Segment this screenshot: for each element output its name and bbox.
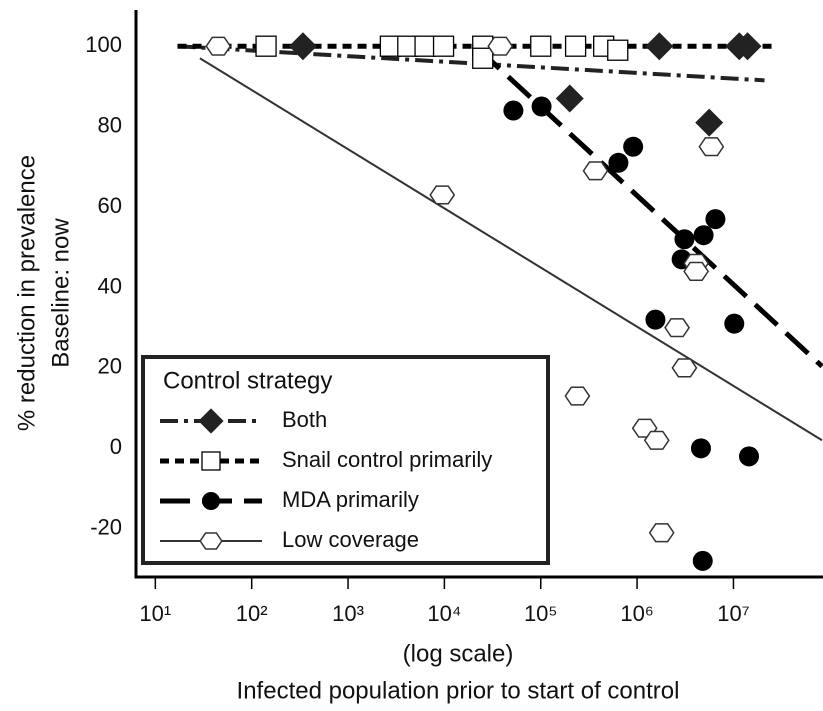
hexagon-marker xyxy=(199,532,223,550)
circle-marker xyxy=(608,152,629,173)
hexagon-marker xyxy=(671,358,698,378)
diamond-marker xyxy=(645,32,674,61)
diamond-marker xyxy=(695,108,724,137)
y-tick-label: 100 xyxy=(85,32,122,57)
legend-title: Control strategy xyxy=(163,367,332,394)
x-tick-label: 10³ xyxy=(332,601,364,626)
diamond-marker xyxy=(733,32,762,61)
y-tick-label: 0 xyxy=(110,434,122,459)
circle-marker xyxy=(531,96,552,117)
trend-line xyxy=(199,57,823,442)
y-axis-label: Baseline: now xyxy=(47,218,74,368)
circle-marker xyxy=(645,309,666,330)
hexagon-marker xyxy=(582,161,609,181)
y-tick-label: 60 xyxy=(98,193,122,218)
square-marker xyxy=(530,35,552,57)
circle-marker xyxy=(623,136,644,157)
x-tick-label: 10⁵ xyxy=(524,601,558,626)
legend-box xyxy=(141,355,550,565)
square-marker xyxy=(414,35,436,57)
diamond-marker xyxy=(288,32,317,61)
hexagon-marker xyxy=(643,430,670,450)
diamond-marker xyxy=(198,408,224,434)
diamond-marker xyxy=(555,84,584,113)
circle-marker xyxy=(693,225,714,246)
x-tick-label: 10⁴ xyxy=(427,601,461,626)
circle-marker xyxy=(705,209,726,230)
y-tick-label: 20 xyxy=(98,354,122,379)
square-marker xyxy=(564,35,587,57)
square-marker xyxy=(607,39,629,61)
x-axis-label: (log scale) xyxy=(403,640,514,667)
hexagon-marker xyxy=(648,523,675,543)
x-tick-label: 10² xyxy=(236,601,268,626)
trend-line xyxy=(475,46,823,369)
hexagon-marker xyxy=(683,261,710,281)
x-tick-label: 10¹ xyxy=(139,601,171,626)
circle-marker xyxy=(738,446,759,467)
square-marker xyxy=(432,35,455,57)
trend-line xyxy=(177,44,765,83)
legend-label: Both xyxy=(282,407,327,432)
x-tick-label: 10⁷ xyxy=(717,601,749,626)
hexagon-marker xyxy=(487,36,514,56)
circle-marker xyxy=(690,438,711,459)
circle-marker xyxy=(503,100,524,121)
square-marker xyxy=(472,47,494,69)
square-marker xyxy=(255,35,277,57)
y-tick-label: -20 xyxy=(90,515,122,540)
legend-label: MDA primarily xyxy=(282,487,419,512)
x-tick-label: 10⁶ xyxy=(620,601,654,626)
hexagon-marker xyxy=(429,185,456,205)
circle-marker xyxy=(674,229,695,250)
legend-label: Low coverage xyxy=(282,527,419,552)
hexagon-marker xyxy=(564,386,591,406)
x-axis-label: Infected population prior to start of co… xyxy=(237,677,680,704)
square-marker xyxy=(201,451,221,471)
y-tick-label: 40 xyxy=(98,273,122,298)
circle-marker xyxy=(692,550,713,571)
hexagon-marker xyxy=(698,137,725,157)
circle-marker xyxy=(202,492,220,510)
circle-marker xyxy=(724,313,745,334)
hexagon-marker xyxy=(664,318,690,338)
hexagon-marker xyxy=(205,36,232,56)
y-tick-label: 80 xyxy=(98,112,122,137)
legend-label: Snail control primarily xyxy=(282,447,492,472)
y-axis-label: % reduction in prevalence xyxy=(13,155,40,431)
